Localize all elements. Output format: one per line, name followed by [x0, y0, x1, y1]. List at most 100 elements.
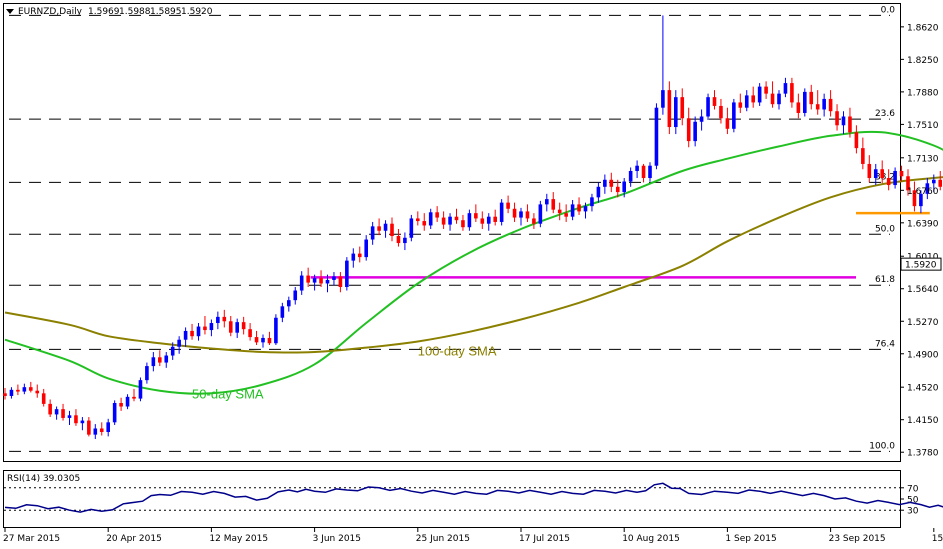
open-value: 1.5969	[88, 7, 120, 17]
candle	[925, 178, 930, 200]
candle	[622, 178, 626, 198]
horizontal-lines	[310, 211, 930, 279]
candle	[538, 200, 543, 228]
candle	[712, 90, 717, 110]
candle	[228, 315, 233, 337]
date-tick-label: 17 Jul 2015	[519, 534, 570, 544]
candle	[803, 88, 807, 117]
sma-label: 100-day SMA	[418, 344, 497, 359]
candle	[686, 107, 691, 148]
price-tick-label: 1.7510	[907, 121, 939, 131]
candle	[628, 167, 633, 187]
candle	[312, 274, 317, 291]
candle	[357, 246, 362, 263]
price-tick-label: 1.3780	[907, 449, 939, 459]
rsi-tick-label: 50	[907, 496, 919, 506]
candle	[241, 316, 246, 335]
candle	[106, 418, 110, 437]
candle	[396, 228, 401, 247]
candle	[932, 174, 936, 193]
price-tick-label: 1.6760	[907, 187, 939, 197]
candle	[667, 81, 672, 135]
collapse-triangle-icon[interactable]	[6, 9, 14, 14]
candle	[474, 204, 478, 222]
candle	[332, 272, 336, 286]
candle	[783, 77, 788, 98]
candle	[841, 111, 846, 135]
candle	[299, 271, 304, 295]
candle	[190, 323, 194, 340]
candle	[403, 232, 407, 251]
price-tick-label: 1.4150	[907, 416, 939, 426]
candle	[757, 83, 762, 106]
fib-level-label: 38.2	[875, 172, 895, 182]
candle	[87, 417, 91, 437]
candle	[267, 331, 272, 345]
candle	[158, 350, 162, 367]
fib-level-label: 23.6	[875, 109, 895, 119]
price-tick-label: 1.6390	[907, 219, 939, 229]
candle	[370, 221, 375, 245]
candle	[29, 381, 33, 393]
candle	[615, 179, 620, 198]
rsi-label: RSI(14) 39.0305	[7, 474, 80, 484]
candle	[693, 116, 697, 147]
candle	[293, 286, 298, 305]
candle	[486, 213, 491, 231]
candle	[699, 109, 704, 131]
candle	[93, 424, 98, 440]
candle	[809, 84, 814, 110]
candle	[48, 399, 52, 418]
candle	[216, 311, 220, 330]
candle	[493, 209, 497, 226]
price-tick-label: 1.5270	[907, 318, 939, 328]
candle	[590, 193, 594, 212]
symbol-name: EURNZD,Daily	[18, 7, 83, 17]
sma-label: 50-day SMA	[192, 387, 264, 402]
candle	[364, 235, 368, 261]
candle	[125, 394, 130, 410]
candle	[796, 93, 801, 119]
price-tick-label: 1.7880	[907, 88, 939, 98]
candle	[196, 323, 201, 341]
candle	[919, 190, 923, 214]
candle	[151, 352, 156, 372]
candle	[61, 403, 65, 421]
candle	[641, 163, 646, 183]
candle	[132, 388, 136, 402]
candle	[235, 318, 239, 338]
candle	[428, 208, 433, 229]
candle	[506, 195, 510, 214]
sma-line	[4, 176, 943, 354]
date-tick-label: 20 Apr 2015	[106, 534, 162, 544]
candle	[828, 90, 833, 117]
candle	[777, 90, 781, 110]
candle	[203, 315, 207, 335]
candle	[138, 377, 143, 402]
candle	[248, 323, 252, 341]
price-tick-label: 1.4900	[907, 350, 939, 360]
candle	[22, 383, 27, 395]
price-tick-label: 1.8250	[907, 56, 939, 66]
candle	[345, 257, 349, 291]
candle	[893, 167, 897, 189]
candle	[209, 319, 214, 337]
candle	[67, 410, 72, 425]
candle	[390, 217, 394, 242]
candle	[145, 362, 149, 384]
candle	[551, 192, 556, 214]
candle	[3, 388, 7, 400]
date-tick-label: 3 Jun 2015	[313, 534, 361, 544]
candle	[351, 248, 356, 268]
fib-level-label: 76.4	[875, 339, 895, 349]
candle	[848, 107, 852, 138]
candle	[770, 81, 775, 108]
current-price-label: 1.5920	[905, 261, 937, 271]
rsi-line	[4, 482, 943, 513]
candle	[325, 274, 330, 293]
candle	[583, 202, 588, 219]
candle	[886, 169, 891, 191]
candle	[790, 77, 794, 108]
date-tick-label: 10 Aug 2015	[622, 534, 680, 544]
candle	[635, 160, 639, 179]
